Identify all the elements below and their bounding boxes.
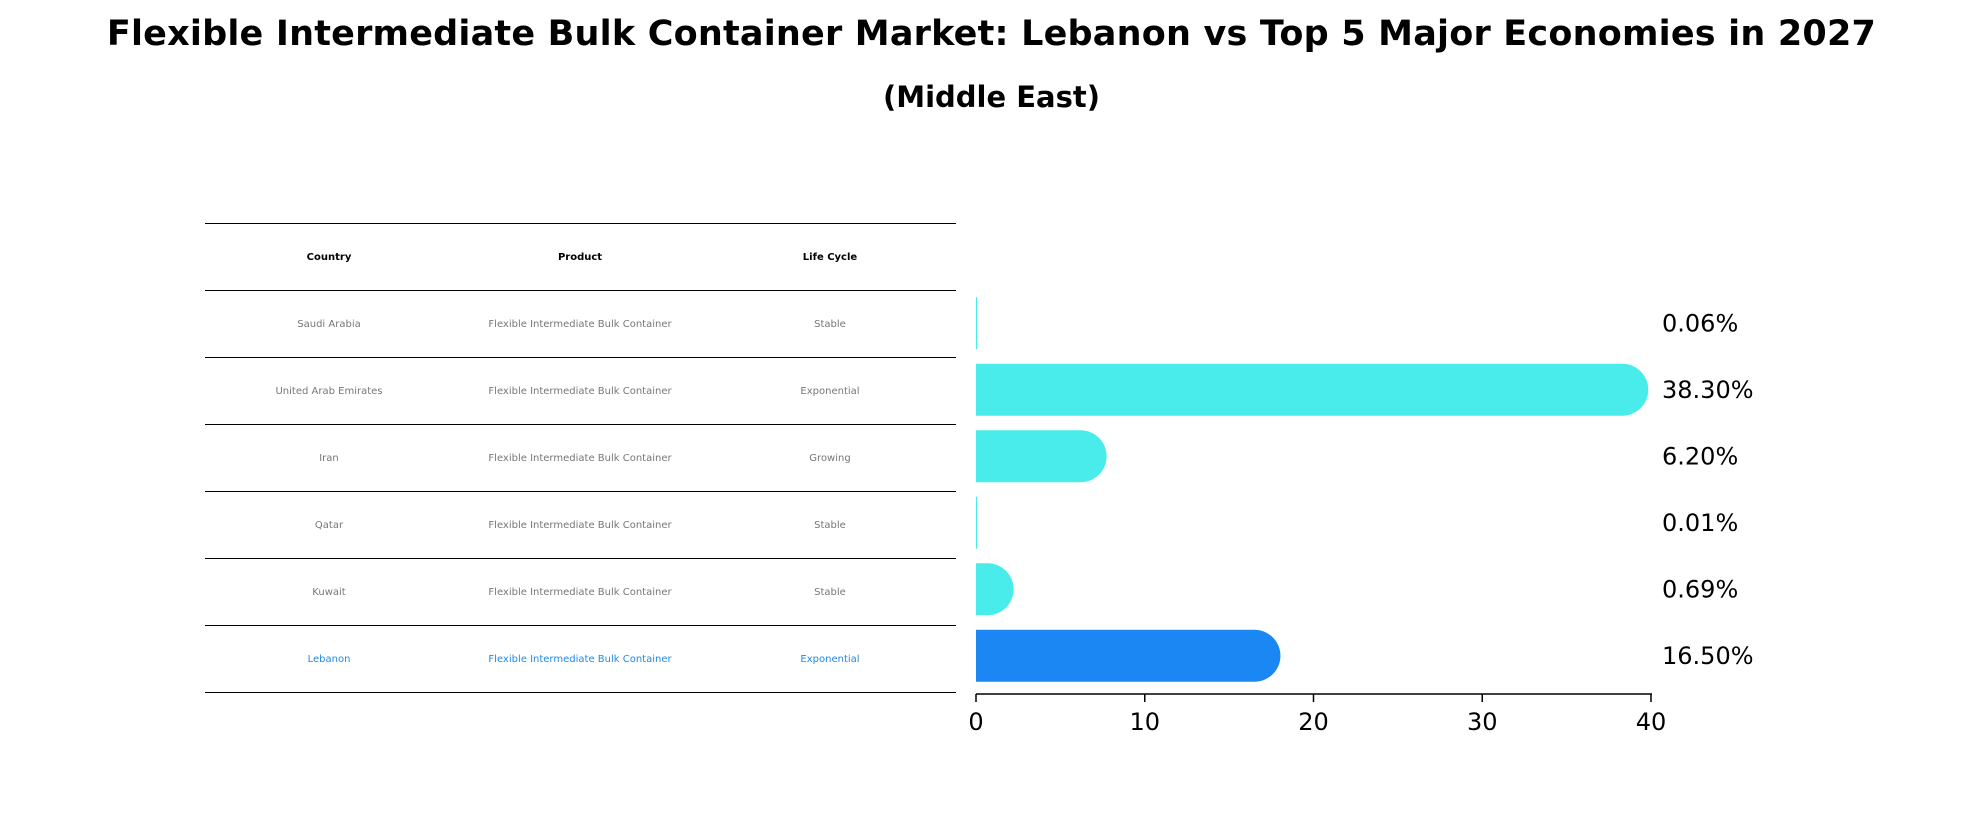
header-life-cycle: Life Cycle [802,251,858,263]
product-cell: Flexible Intermediate Bulk Container [488,452,672,464]
life-cycle-cell: Growing [809,452,851,464]
life-cycle-cell: Stable [814,519,846,531]
x-tick-label: 0 [968,708,983,736]
country-cell: Saudi Arabia [297,318,361,330]
product-cell: Flexible Intermediate Bulk Container [488,519,672,531]
life-cycle-cell: Stable [814,586,846,598]
table-row: United Arab Emirates Flexible Intermedia… [205,357,956,424]
bar [976,297,978,350]
country-cell: Qatar [314,519,344,531]
table-row: Iran Flexible Intermediate Bulk Containe… [205,424,956,491]
life-cycle-cell: Stable [814,318,846,330]
country-cell: Kuwait [312,586,346,598]
life-cycle-cell: Exponential [800,653,860,665]
product-cell: Flexible Intermediate Bulk Container [488,318,672,330]
chart-subtitle: (Middle East) [882,80,1101,114]
bar-highlight [976,629,1281,682]
chart-title: Flexible Intermediate Bulk Container Mar… [106,14,1877,54]
bar-value-label: 0.69% [1662,575,1738,603]
bar-value-label: 0.01% [1662,509,1738,537]
bar-value-label: 6.20% [1662,442,1738,470]
product-cell: Flexible Intermediate Bulk Container [488,653,672,665]
bar-value-label: 16.50% [1662,642,1754,670]
life-cycle-cell: Exponential [800,385,860,397]
country-table: Country Product Life Cycle Saudi Arabia … [205,223,956,693]
product-cell: Flexible Intermediate Bulk Container [488,586,672,598]
table-row-highlight: Lebanon Flexible Intermediate Bulk Conta… [205,625,956,693]
country-cell: Lebanon [307,653,351,665]
country-cell: United Arab Emirates [275,385,383,397]
x-tick-label: 10 [1129,708,1160,736]
x-tick-label: 40 [1636,708,1667,736]
table-row: Kuwait Flexible Intermediate Bulk Contai… [205,558,956,625]
product-cell: Flexible Intermediate Bulk Container [488,385,672,397]
table-row: Saudi Arabia Flexible Intermediate Bulk … [205,290,956,357]
bar-value-label: 38.30% [1662,376,1754,404]
x-tick-label: 20 [1298,708,1329,736]
header-product: Product [557,251,603,263]
table-header-row: Country Product Life Cycle [205,223,956,290]
header-country: Country [306,251,352,263]
bar [976,363,1649,416]
x-tick-label: 30 [1467,708,1498,736]
bar [976,496,978,549]
table-row: Qatar Flexible Intermediate Bulk Contain… [205,491,956,558]
bar [976,430,1107,483]
bar [976,563,1014,616]
bar-value-label: 0.06% [1662,309,1738,337]
country-cell: Iran [319,452,339,464]
